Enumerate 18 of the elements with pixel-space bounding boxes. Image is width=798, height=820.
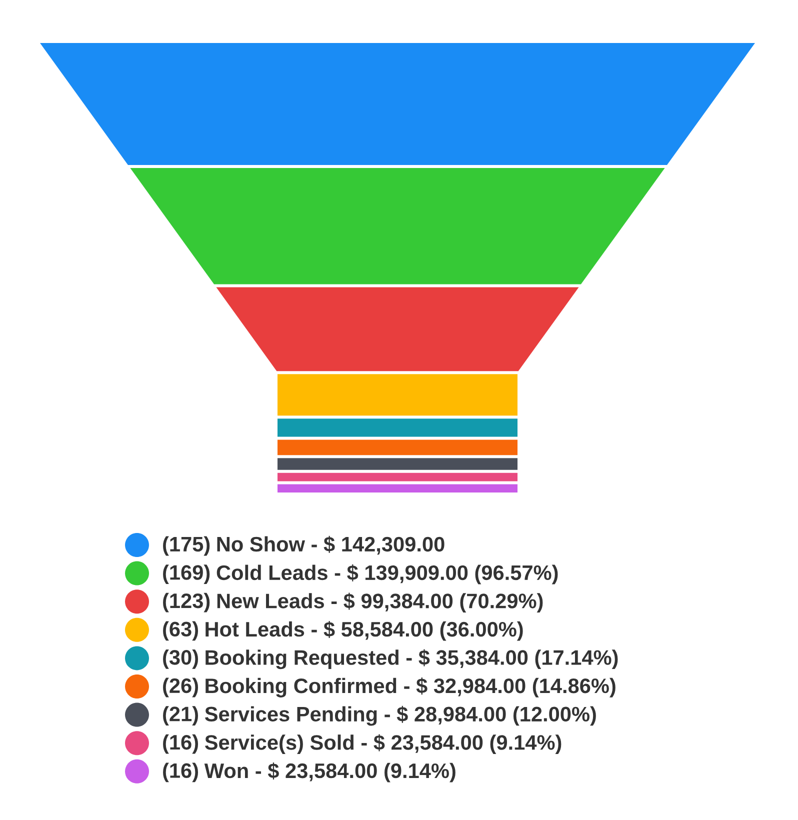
data-label: (16) — [163, 734, 198, 754]
category-label: Booking Requested - $ 35,384.00 (17.14%) — [206, 649, 618, 670]
category-label: Won - $ 23,584.00 (9.14%) — [204, 762, 456, 782]
category-label: Booking Confirmed - $ 32,984.00 (14.86%) — [206, 678, 616, 698]
category-label: No Show - $ 142,309.00 — [217, 536, 444, 555]
data-label: (123) — [163, 592, 210, 612]
data-label: (26) — [163, 678, 198, 698]
category-label: New Leads - $ 99,384.00 (70.29%) — [217, 592, 543, 612]
data-label: (63) — [163, 621, 198, 641]
data-label: (175) — [163, 536, 210, 556]
data-label: (21) — [163, 706, 198, 726]
data-label: (30) — [163, 649, 198, 669]
data-label: (16) — [163, 762, 198, 782]
category-label: Cold Leads - $ 139,909.00 (96.57%) — [216, 564, 558, 584]
category-label: Hot Leads - $ 58,584.00 (36.00%) — [206, 621, 523, 641]
data-label: (169) — [163, 564, 210, 584]
category-label: Services Pending - $ 28,984.00 (12.00%) — [204, 706, 596, 726]
category-label: Service(s) Sold - $ 23,584.00 (9.14%) — [204, 734, 562, 754]
